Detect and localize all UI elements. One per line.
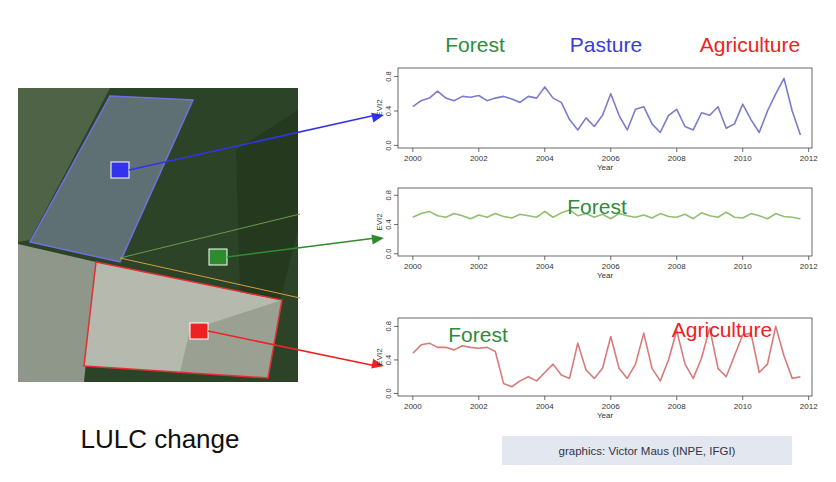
arrow-head <box>371 234 384 244</box>
y-tick <box>394 145 398 146</box>
x-tick <box>412 148 413 152</box>
y-tick <box>394 195 398 196</box>
y-tick <box>394 393 398 394</box>
x-tick-label: 2002 <box>470 262 488 271</box>
x-tick-label: 2004 <box>536 154 554 163</box>
y-tick <box>394 76 398 77</box>
x-tick-label: 2004 <box>536 262 554 271</box>
figure: LULC change graphics: Victor Maus (INPE, … <box>0 0 836 482</box>
x-tick <box>544 148 545 152</box>
x-tick-label: 2010 <box>734 402 752 411</box>
x-tick-label: 2006 <box>602 154 620 163</box>
x-tick <box>676 396 677 400</box>
x-tick <box>808 396 809 400</box>
x-tick-label: 2000 <box>404 262 422 271</box>
annotation: Forest <box>445 33 505 56</box>
pasture-polygon <box>30 96 193 262</box>
caption: LULC change <box>81 424 240 454</box>
x-tick <box>412 256 413 260</box>
x-axis-label: Year <box>597 163 614 172</box>
credit: graphics: Victor Maus (INPE, IFGI) <box>559 445 736 457</box>
x-tick-label: 2002 <box>470 402 488 411</box>
x-tick-label: 2010 <box>734 262 752 271</box>
x-tick-label: 2000 <box>404 154 422 163</box>
sample-marker <box>190 323 208 339</box>
arrow <box>129 115 376 170</box>
y-axis-label: EVI2 <box>375 213 384 231</box>
y-axis-label: EVI2 <box>375 348 384 366</box>
y-tick-label: 0.8 <box>384 321 393 331</box>
x-tick <box>610 148 611 152</box>
y-tick-label: 0.0 <box>384 388 393 398</box>
chart: 2000 2002 2004 2006 2008 2010 2012 0.0 0.4 0.8 Yea… <box>375 318 818 420</box>
annotation: Agriculture <box>672 318 772 341</box>
annotation: Forest <box>567 195 627 218</box>
annotation: Pasture <box>570 33 642 56</box>
annotation: Forest <box>448 323 508 346</box>
chart: 2000 2002 2004 2006 2008 2010 2012 0.0 0.4 0.8 Yea… <box>375 68 818 172</box>
y-tick-label: 0.4 <box>384 355 393 365</box>
x-tick-label: 2012 <box>800 154 818 163</box>
plot-frame <box>398 188 812 256</box>
chart: 2000 2002 2004 2006 2008 2010 2012 0.0 0.4 0.8 Yea… <box>375 188 818 280</box>
y-tick-label: 0.8 <box>384 190 393 200</box>
x-tick <box>478 396 479 400</box>
agriculture-polygon <box>84 262 282 378</box>
x-tick <box>808 148 809 152</box>
y-tick-label: 0.4 <box>384 106 393 116</box>
x-tick <box>742 148 743 152</box>
satellite-image <box>18 88 300 382</box>
y-tick-label: 0.4 <box>384 219 393 229</box>
sample-marker <box>209 249 227 265</box>
annotation: Agriculture <box>700 33 800 56</box>
y-tick-label: 0.0 <box>384 140 393 150</box>
x-tick <box>676 148 677 152</box>
x-tick <box>808 256 809 260</box>
y-tick-label: 0.0 <box>384 249 393 259</box>
image-background <box>18 88 298 382</box>
plot-frame <box>398 68 812 148</box>
y-tick <box>394 111 398 112</box>
y-axis-label: EVI2 <box>375 99 384 117</box>
data-group <box>413 78 801 135</box>
field-patch <box>180 300 282 378</box>
y-tick <box>394 253 398 254</box>
x-axis-label: Year <box>597 411 614 420</box>
plot-frame <box>398 318 812 396</box>
y-tick <box>394 224 398 225</box>
x-tick <box>610 256 611 260</box>
y-tick-label: 0.8 <box>384 71 393 81</box>
x-tick-label: 2012 <box>800 262 818 271</box>
x-tick <box>742 256 743 260</box>
x-tick <box>478 256 479 260</box>
x-tick <box>610 396 611 400</box>
x-tick-label: 2006 <box>602 402 620 411</box>
x-tick-label: 2002 <box>470 154 488 163</box>
x-tick <box>676 256 677 260</box>
arrow <box>208 331 376 366</box>
x-tick-label: 2006 <box>602 262 620 271</box>
x-tick <box>478 148 479 152</box>
credit-box <box>502 436 792 465</box>
y-tick <box>394 326 398 327</box>
x-axis-label: Year <box>597 271 614 280</box>
x-tick-label: 2010 <box>734 154 752 163</box>
sample-marker <box>111 162 129 178</box>
x-tick-label: 2004 <box>536 402 554 411</box>
x-tick <box>412 396 413 400</box>
pasture-fill <box>30 96 193 262</box>
x-tick <box>544 396 545 400</box>
evi2-line <box>413 78 801 135</box>
x-tick-label: 2012 <box>800 402 818 411</box>
x-tick <box>742 396 743 400</box>
x-tick-label: 2008 <box>668 262 686 271</box>
x-tick <box>544 256 545 260</box>
x-tick-label: 2008 <box>668 154 686 163</box>
x-tick-label: 2008 <box>668 402 686 411</box>
arrow <box>227 238 376 257</box>
y-tick <box>394 359 398 360</box>
x-tick-label: 2000 <box>404 402 422 411</box>
